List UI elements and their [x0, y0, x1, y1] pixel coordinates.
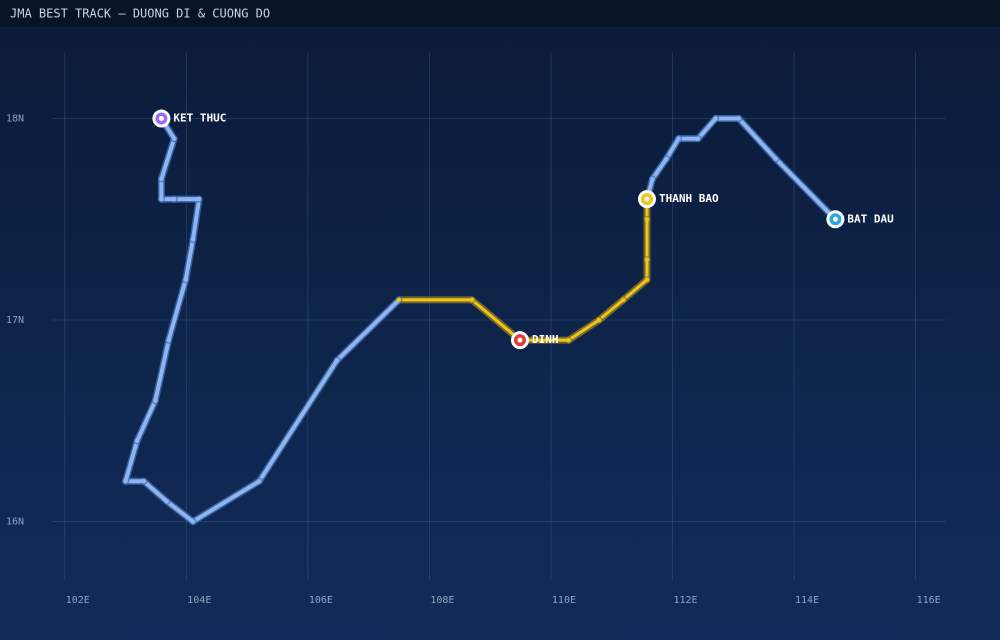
track-point	[644, 257, 650, 262]
x-tick-label: 108E	[430, 595, 454, 606]
track-point	[166, 337, 171, 343]
track-point	[159, 196, 164, 202]
track-segment	[159, 136, 177, 181]
track-segment	[621, 278, 649, 302]
track-point	[621, 297, 626, 303]
y-tick-label: 17N	[6, 315, 24, 326]
track-segment	[190, 197, 202, 242]
track-segment	[164, 499, 195, 524]
title: JMA BEST TRACK – DUONG DI & CUONG DO	[10, 7, 270, 21]
track-point	[695, 136, 701, 141]
track-segment	[664, 136, 681, 161]
track-point	[183, 277, 188, 282]
x-tick-label: 104E	[187, 595, 211, 606]
track-point	[664, 156, 669, 162]
track-segment	[773, 156, 838, 222]
track-point	[644, 217, 650, 222]
track-segment	[650, 156, 669, 181]
track-point	[676, 136, 681, 141]
header-bar	[0, 0, 1000, 27]
track-segment	[597, 298, 625, 322]
track-point	[196, 196, 202, 202]
track-point	[159, 176, 164, 182]
track-segment	[696, 116, 718, 141]
track-point	[650, 176, 655, 182]
track-point	[773, 156, 779, 162]
x-tick-label: 112E	[673, 595, 697, 606]
track-point	[153, 398, 158, 403]
track-point	[566, 337, 571, 343]
track-point	[123, 479, 128, 484]
y-tick-label: 16N	[6, 517, 24, 528]
event-label: KET THUC	[173, 112, 226, 125]
x-tick-label: 114E	[795, 595, 819, 606]
track-point	[644, 277, 650, 282]
event-marker-core	[832, 216, 838, 222]
track-point	[190, 519, 196, 524]
track-segment	[567, 318, 601, 342]
x-tick-label: 110E	[552, 595, 576, 606]
track-segment	[190, 479, 262, 524]
track-segment	[257, 358, 340, 484]
track-segment	[183, 237, 195, 282]
track-point	[141, 479, 146, 484]
track-point	[596, 317, 602, 323]
track-segment	[470, 298, 522, 342]
track-point	[190, 237, 196, 242]
track-point	[171, 136, 177, 141]
track-point	[164, 499, 170, 504]
event-marker-core	[158, 116, 164, 122]
track-segment	[153, 338, 171, 403]
track-point	[736, 116, 741, 121]
x-tick-label: 106E	[309, 595, 333, 606]
event-label: BAT DAU	[847, 212, 894, 225]
y-tick-label: 18N	[6, 114, 24, 125]
event-marker-core	[517, 337, 523, 343]
track-segment	[135, 398, 158, 443]
track-point	[334, 358, 340, 363]
x-tick-label: 102E	[66, 595, 90, 606]
event-marker-core	[644, 196, 650, 202]
x-tick-label: 116E	[917, 595, 941, 606]
event-label: DINH	[532, 333, 559, 346]
track-segment	[736, 116, 778, 161]
track-segment	[166, 277, 188, 343]
track-point	[469, 297, 475, 303]
track-point	[171, 196, 177, 202]
event-label: THANH BAO	[659, 192, 719, 205]
track-segment	[335, 297, 402, 363]
track-point	[257, 479, 262, 484]
track-point	[713, 116, 718, 121]
track-segment	[123, 438, 140, 484]
track-point	[396, 297, 402, 303]
track-point	[134, 438, 140, 444]
track-segment	[141, 479, 169, 504]
